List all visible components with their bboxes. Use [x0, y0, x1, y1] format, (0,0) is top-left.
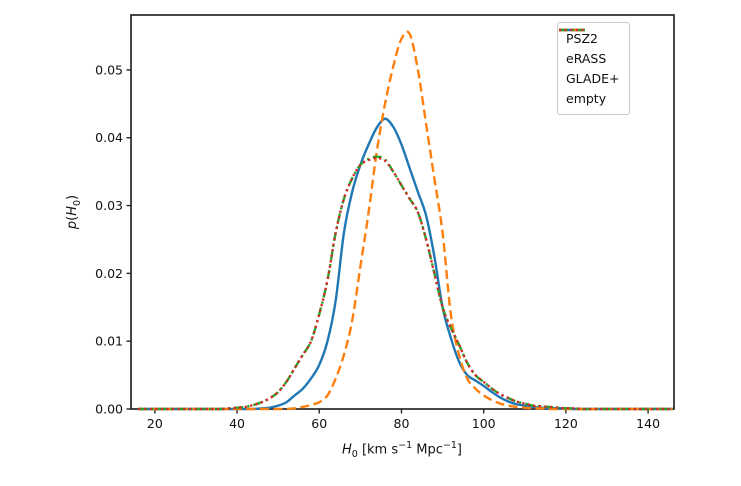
legend-item-GLADE+: GLADE+ — [559, 28, 620, 89]
x-tick-label: 20 — [147, 416, 163, 431]
x-tick-label: 80 — [394, 416, 410, 431]
legend-label-eRASS: eRASS — [566, 51, 607, 66]
legend-line-sample-dotted — [559, 28, 585, 32]
x-tick-label: 120 — [554, 416, 578, 431]
curve-empty — [138, 156, 673, 411]
x-axis-label-sub: 0 — [351, 448, 358, 460]
y-axis-label: p(H0) — [65, 194, 83, 230]
plot-border — [130, 14, 675, 410]
legend-item-eRASS: eRASS — [559, 28, 620, 69]
x-tick-label: 60 — [311, 416, 327, 431]
legend-item-empty: empty — [559, 28, 620, 109]
curve-PSZ2 — [138, 117, 673, 411]
x-tick-label: 100 — [472, 416, 496, 431]
y-tick-label: 0.00 — [95, 402, 123, 417]
y-tick-label: 0.04 — [95, 130, 123, 145]
y-tick-label: 0.01 — [95, 334, 123, 349]
y-tick-label: 0.02 — [95, 266, 123, 281]
x-tick-label: 140 — [636, 416, 660, 431]
y-tick-label: 0.05 — [95, 62, 123, 77]
x-axis-label: H0 [km s−1 Mpc−1] — [342, 440, 462, 460]
legend-label-GLADE+: GLADE+ — [566, 71, 620, 86]
x-axis-label-var: H — [342, 442, 352, 458]
legend-label-PSZ2: PSZ2 — [566, 31, 598, 46]
x-tick-label: 40 — [229, 416, 245, 431]
legend: PSZ2 eRASS GLADE+ empty — [557, 22, 630, 115]
legend-label-empty: empty — [566, 91, 607, 106]
curve-GLADE+ — [138, 155, 673, 411]
y-tick-label: 0.03 — [95, 198, 123, 213]
